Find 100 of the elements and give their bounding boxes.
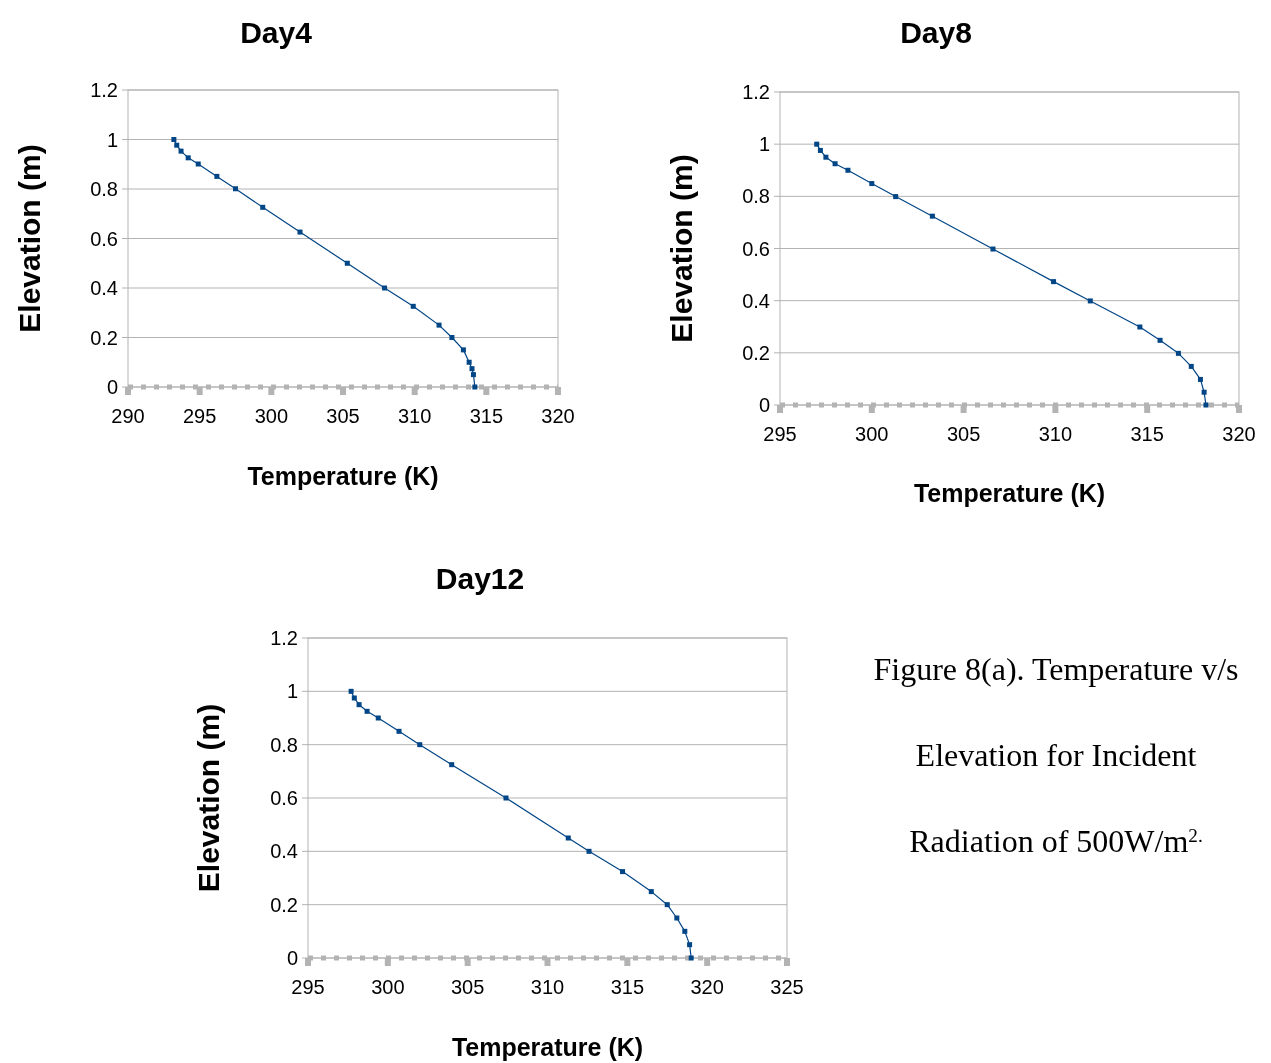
- y-tick-label: 0.8: [270, 733, 298, 756]
- y-tick-label: 0.4: [90, 277, 118, 299]
- y-tick-label: 0: [106, 376, 118, 398]
- x-tick-label: 315: [610, 976, 645, 998]
- point: [1175, 350, 1181, 356]
- x-tick-label: 300: [855, 423, 889, 445]
- point: [351, 695, 357, 701]
- x-tick-label: 315: [469, 405, 504, 427]
- x-tick-label: 300: [254, 405, 289, 427]
- text: Figure 8(a). Temperature v/s Elevation for Incident Radiation of 500W/m$^{2.}$: [873, 651, 1239, 859]
- point: [410, 303, 416, 309]
- point: [260, 204, 266, 210]
- chart-title: Day4: [240, 16, 313, 49]
- point: [817, 147, 823, 153]
- x-tick-label: 325: [770, 976, 804, 998]
- y-tick-label: 0: [758, 394, 770, 416]
- point: [382, 285, 388, 291]
- point: [1051, 279, 1057, 285]
- point: [233, 186, 238, 192]
- point: [929, 213, 935, 219]
- x-tick-label: 295: [182, 405, 217, 427]
- x-tick-label: 300: [371, 976, 405, 998]
- x-tick-label: 305: [946, 423, 981, 445]
- point: [845, 167, 851, 173]
- x-tick-label: 310: [397, 405, 432, 427]
- point: [297, 229, 303, 235]
- x-tick-label: 290: [111, 405, 145, 427]
- point: [688, 955, 694, 961]
- point: [503, 795, 509, 801]
- x-tick-label: 320: [541, 405, 575, 427]
- point: [417, 742, 423, 748]
- point: [674, 915, 680, 921]
- point: [449, 762, 455, 768]
- y-tick-label: 0.8: [742, 185, 770, 208]
- x-axis-title: Temperature (K): [247, 462, 439, 490]
- x-tick-label: 310: [1038, 423, 1073, 445]
- x-tick-label: 320: [1222, 423, 1256, 445]
- point: [195, 161, 201, 167]
- point: [664, 902, 670, 908]
- x-tick-label: 310: [530, 976, 565, 998]
- y-tick-label: 0.6: [90, 227, 118, 250]
- point: [375, 715, 381, 721]
- point: [990, 246, 996, 252]
- point: [682, 928, 688, 934]
- y-tick-label: 0.6: [742, 237, 770, 260]
- point: [687, 942, 693, 948]
- point: [436, 322, 442, 328]
- point: [356, 702, 362, 708]
- point: [620, 869, 626, 875]
- y-tick-label: 1.2: [270, 627, 298, 649]
- x-tick-label: 320: [690, 976, 724, 998]
- point: [565, 835, 571, 841]
- point: [1188, 363, 1194, 369]
- point: [364, 708, 370, 714]
- point: [470, 372, 476, 378]
- point: [396, 728, 402, 734]
- point: [174, 142, 180, 148]
- point: [1201, 389, 1207, 395]
- point: [869, 181, 875, 187]
- y-tick-label: 0.8: [90, 178, 118, 200]
- x-tick-label: 305: [326, 405, 360, 427]
- point: [472, 384, 478, 390]
- y-axis-title: Elevation (m): [665, 154, 698, 343]
- point: [1197, 376, 1203, 382]
- x-tick-label: 295: [763, 423, 797, 445]
- y-tick-label: 0.2: [90, 326, 118, 349]
- x-tick-label: 315: [1130, 423, 1164, 445]
- x-axis-title: Temperature (K): [913, 479, 1106, 507]
- x-tick-label: 305: [450, 976, 485, 998]
- point: [185, 155, 191, 161]
- point: [893, 194, 899, 200]
- y-tick-label: 1.2: [90, 79, 118, 101]
- chart-title: Day12: [435, 562, 525, 595]
- point: [344, 260, 350, 266]
- point: [460, 347, 466, 353]
- point: [214, 173, 220, 179]
- point: [1087, 298, 1093, 304]
- point: [823, 154, 829, 160]
- y-tick-label: 0.2: [270, 893, 298, 916]
- y-tick-label: 0: [286, 947, 298, 969]
- y-axis-title: Elevation (m): [13, 144, 46, 333]
- x-tick-label: 295: [291, 976, 325, 998]
- y-tick-label: 0.6: [270, 787, 298, 809]
- y-tick-label: 0.2: [742, 341, 770, 364]
- point: [469, 366, 475, 372]
- point: [178, 148, 184, 154]
- point: [1203, 402, 1209, 408]
- point: [466, 359, 472, 365]
- y-axis-title: Elevation (m): [192, 703, 225, 893]
- y-tick-label: 1: [286, 680, 298, 703]
- point: [814, 141, 820, 147]
- y-tick-label: 1.2: [742, 81, 770, 103]
- x-axis-title: Temperature (K): [451, 1033, 644, 1061]
- point: [1157, 337, 1163, 343]
- chart-title: Day8: [900, 16, 972, 49]
- y-tick-label: 0.4: [742, 289, 770, 312]
- y-tick-label: 1: [758, 133, 770, 156]
- y-tick-label: 1: [106, 128, 118, 151]
- point: [1137, 324, 1143, 330]
- point: [648, 889, 654, 895]
